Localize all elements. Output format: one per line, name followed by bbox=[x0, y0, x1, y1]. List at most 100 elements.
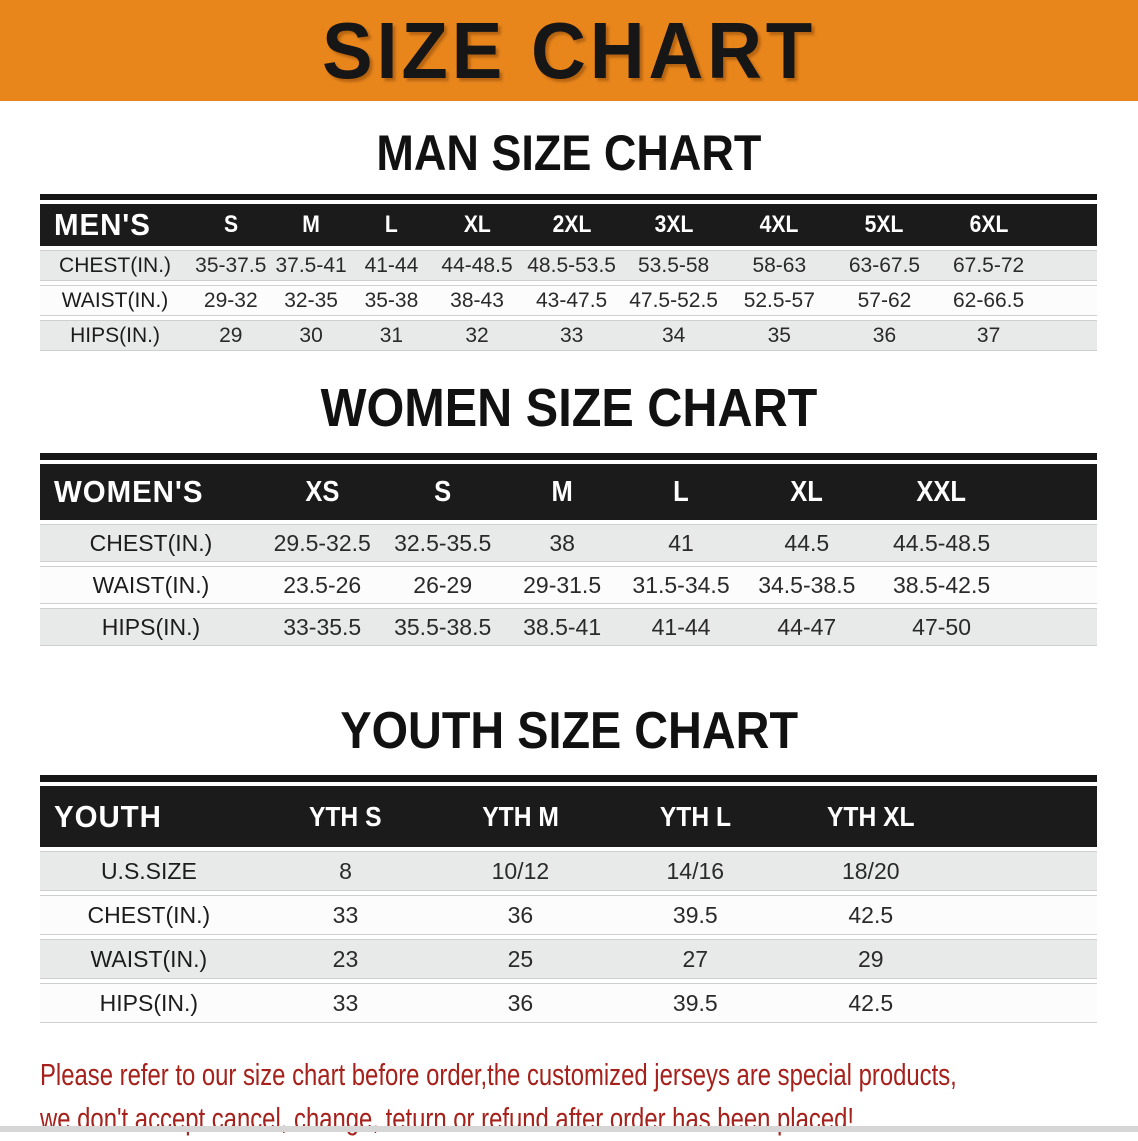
table-top-rule bbox=[40, 453, 1097, 461]
size-column-header: 2XL bbox=[521, 204, 622, 246]
measurement-value: 34 bbox=[621, 320, 726, 351]
measurement-value: 33 bbox=[257, 895, 434, 936]
measurement-value: 30 bbox=[271, 320, 351, 351]
youth-size-table-grid: YOUTH YTH S YTH M YTH L YTH XL U.S.SIZE 8 10/12… bbox=[40, 782, 1097, 1027]
measurement-value: 29-32 bbox=[190, 285, 272, 316]
measurement-value: 37 bbox=[936, 320, 1041, 351]
measurement-value: 23.5-26 bbox=[261, 566, 383, 605]
measurement-value: 36 bbox=[433, 983, 608, 1024]
size-column-header: 4XL bbox=[725, 204, 833, 246]
measurement-row: HIPS(IN.) 33 36 39.5 42.5 bbox=[40, 983, 1097, 1024]
filler-cell bbox=[1040, 204, 1097, 246]
measurement-value: 34.5-38.5 bbox=[740, 566, 873, 605]
size-column-header: S bbox=[382, 464, 503, 521]
filler-cell bbox=[1010, 524, 1097, 563]
filler-cell bbox=[958, 939, 1097, 980]
size-column-header: XL bbox=[432, 204, 522, 246]
size-column-header: 6XL bbox=[936, 204, 1041, 246]
disclaimer-line-2: we don't accept cancel, change, teturn o… bbox=[40, 1101, 855, 1137]
measurement-value: 48.5-53.5 bbox=[521, 250, 622, 281]
measurement-row-label: CHEST(IN.) bbox=[40, 524, 262, 563]
size-header-row: MEN'S S M L XL 2XL 3XL 4XL 5XL 6XL bbox=[40, 204, 1097, 246]
measurement-value: 29 bbox=[783, 939, 959, 980]
measurement-value: 35.5-38.5 bbox=[382, 608, 503, 647]
section-men-size-chart: MAN SIZE CHART MEN'S S M L XL 2XL 3XL 4XL 5XL 6XL… bbox=[0, 128, 1138, 355]
section-youth-size-chart: YOUTH SIZE CHART YOUTH YTH S YTH M YTH L YTH… bbox=[0, 705, 1138, 1027]
measurement-row: U.S.SIZE 8 10/12 14/16 18/20 bbox=[40, 851, 1097, 892]
measurement-row: WAIST(IN.) 23.5-26 26-29 29-31.5 31.5-34.5 34… bbox=[40, 566, 1097, 605]
size-column-header: XXL bbox=[872, 464, 1011, 521]
filler-cell bbox=[1040, 250, 1097, 281]
measurement-row-label: WAIST(IN.) bbox=[40, 566, 262, 605]
measurement-value: 14/16 bbox=[607, 851, 784, 892]
measurement-value: 36 bbox=[433, 895, 608, 936]
measurement-value: 23 bbox=[257, 939, 434, 980]
filler-cell bbox=[1040, 320, 1097, 351]
measurement-value: 31.5-34.5 bbox=[621, 566, 741, 605]
measurement-value: 26-29 bbox=[382, 566, 503, 605]
measurement-value: 32 bbox=[432, 320, 522, 351]
size-column-header: 5XL bbox=[832, 204, 937, 246]
men-section-heading: MAN SIZE CHART bbox=[376, 125, 762, 181]
measurement-value: 27 bbox=[607, 939, 784, 980]
measurement-value: 44-47 bbox=[740, 608, 873, 647]
measurement-row-label: CHEST(IN.) bbox=[40, 895, 258, 936]
measurement-value: 29 bbox=[190, 320, 272, 351]
measurement-value: 38 bbox=[502, 524, 622, 563]
measurement-value: 42.5 bbox=[783, 895, 959, 936]
measurement-row: CHEST(IN.) 33 36 39.5 42.5 bbox=[40, 895, 1097, 936]
filler-cell bbox=[1010, 566, 1097, 605]
measurement-value: 43-47.5 bbox=[521, 285, 622, 316]
measurement-row: WAIST(IN.) 29-32 32-35 35-38 38-43 43-47.5 47.… bbox=[40, 285, 1097, 316]
size-column-header: L bbox=[350, 204, 433, 246]
measurement-value: 35 bbox=[725, 320, 833, 351]
filler-cell bbox=[958, 851, 1097, 892]
measurement-value: 33 bbox=[257, 983, 434, 1024]
filler-cell bbox=[958, 786, 1097, 848]
section-women-size-chart: WOMEN SIZE CHART WOMEN'S XS S M L XL XXL CHEST(… bbox=[0, 380, 1138, 650]
measurement-row: CHEST(IN.) 29.5-32.5 32.5-35.5 38 41 44.5 44.5… bbox=[40, 524, 1097, 563]
measurement-value: 8 bbox=[257, 851, 434, 892]
measurement-value: 35-37.5 bbox=[190, 250, 272, 281]
measurement-value: 33 bbox=[521, 320, 622, 351]
table-top-rule bbox=[40, 194, 1097, 200]
bottom-divider bbox=[0, 1126, 1138, 1132]
measurement-row-label: WAIST(IN.) bbox=[40, 939, 258, 980]
size-column-header: XL bbox=[740, 464, 873, 521]
disclaimer-line-1: Please refer to our size chart before or… bbox=[40, 1057, 957, 1093]
measurement-value: 47-50 bbox=[872, 608, 1011, 647]
measurement-value: 41 bbox=[621, 524, 741, 563]
measurement-value: 39.5 bbox=[607, 983, 784, 1024]
measurement-value: 41-44 bbox=[621, 608, 741, 647]
size-column-header: 3XL bbox=[621, 204, 726, 246]
youth-section-heading: YOUTH SIZE CHART bbox=[340, 702, 798, 761]
filler-cell bbox=[1040, 285, 1097, 316]
banner-title: SIZE CHART bbox=[322, 5, 816, 95]
filler-cell bbox=[958, 895, 1097, 936]
measurement-value: 37.5-41 bbox=[271, 250, 351, 281]
measurement-value: 52.5-57 bbox=[725, 285, 833, 316]
measurement-value: 41-44 bbox=[350, 250, 433, 281]
measurement-value: 32-35 bbox=[271, 285, 351, 316]
measurement-value: 58-63 bbox=[725, 250, 833, 281]
measurement-row: HIPS(IN.) 29 30 31 32 33 34 35 36 37 bbox=[40, 320, 1097, 351]
measurement-value: 44.5-48.5 bbox=[872, 524, 1011, 563]
measurement-value: 31 bbox=[350, 320, 433, 351]
men-size-table: MEN'S S M L XL 2XL 3XL 4XL 5XL 6XL CHEST(IN.) 35-37… bbox=[40, 194, 1097, 355]
measurement-row-label: U.S.SIZE bbox=[40, 851, 258, 892]
size-column-header: M bbox=[502, 464, 622, 521]
measurement-row: HIPS(IN.) 33-35.5 35.5-38.5 38.5-41 41-44 44-… bbox=[40, 608, 1097, 647]
measurement-value: 33-35.5 bbox=[261, 608, 383, 647]
measurement-value: 10/12 bbox=[433, 851, 608, 892]
measurement-value: 36 bbox=[832, 320, 937, 351]
size-column-header: XS bbox=[261, 464, 383, 521]
women-size-table: WOMEN'S XS S M L XL XXL CHEST(IN.) 29.5-32.5 32.5… bbox=[40, 453, 1097, 650]
measurement-value: 53.5-58 bbox=[621, 250, 726, 281]
table-top-rule bbox=[40, 775, 1097, 783]
size-column-header: YTH XL bbox=[783, 786, 959, 848]
filler-cell bbox=[1010, 464, 1097, 521]
men-size-table-grid: MEN'S S M L XL 2XL 3XL 4XL 5XL 6XL CHEST(IN.) 35-37… bbox=[40, 200, 1097, 355]
filler-cell bbox=[1010, 608, 1097, 647]
table-corner-label: MEN'S bbox=[40, 204, 191, 246]
size-column-header: L bbox=[621, 464, 741, 521]
